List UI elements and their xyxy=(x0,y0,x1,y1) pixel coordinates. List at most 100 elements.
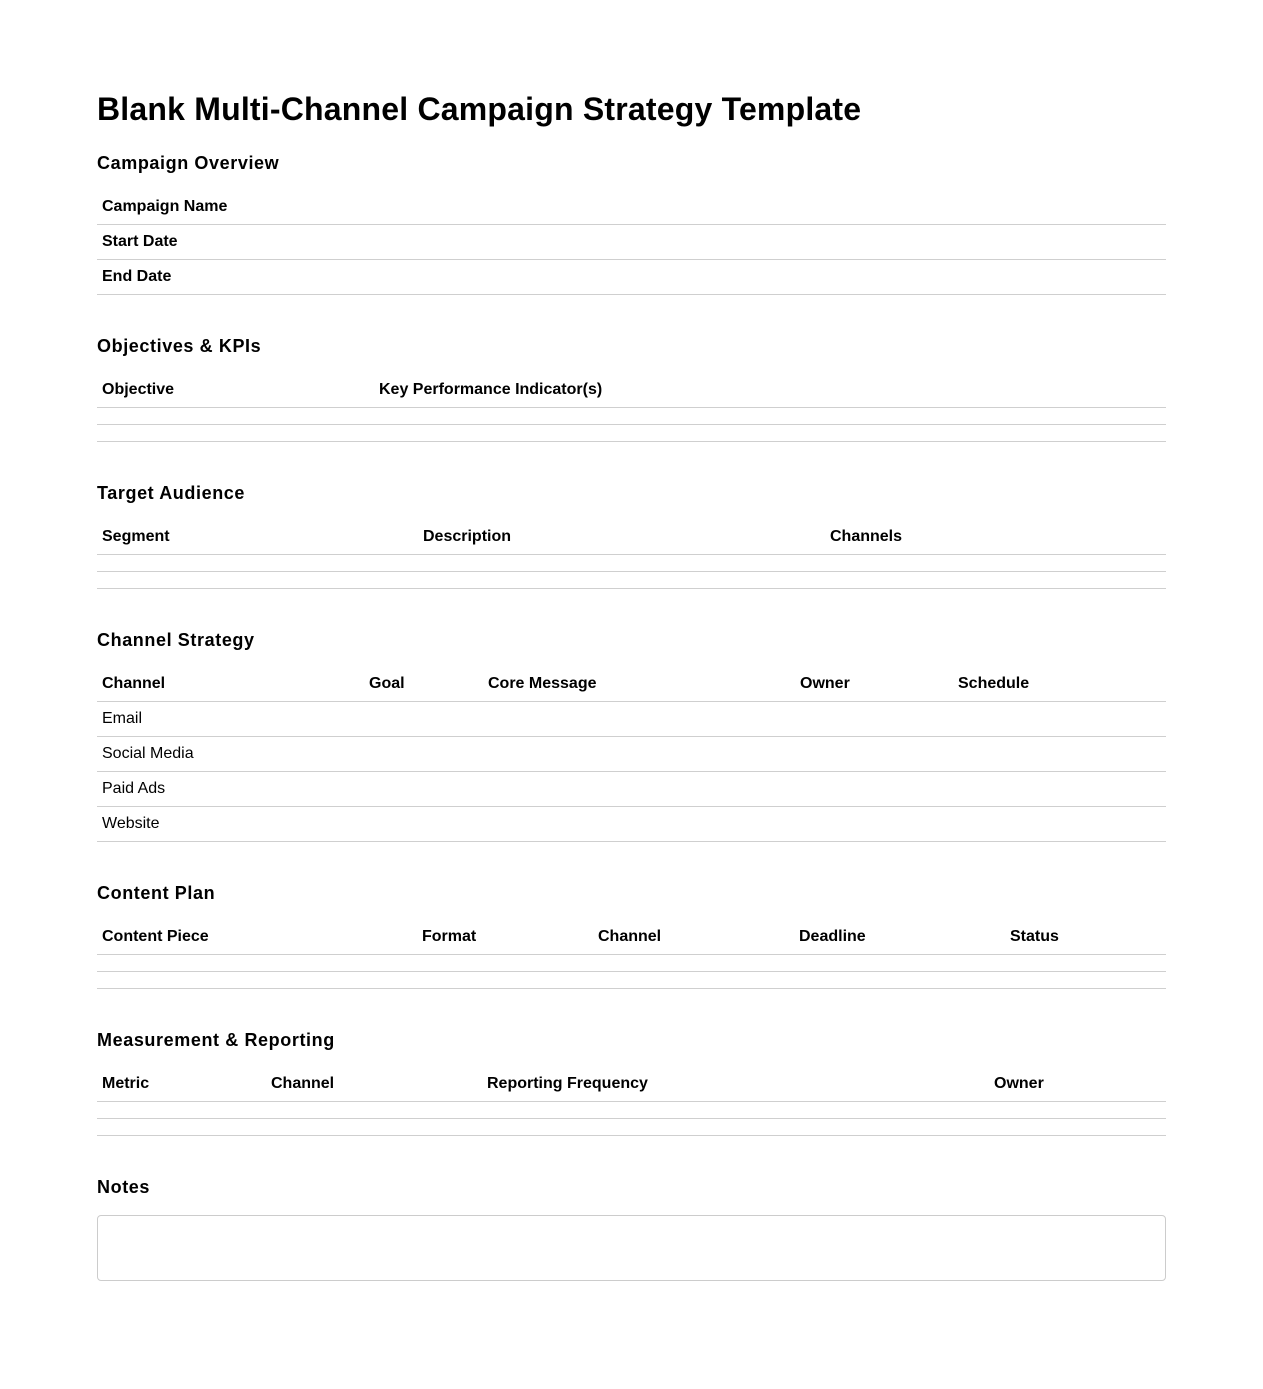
table-row xyxy=(97,1101,1166,1119)
table-cell[interactable] xyxy=(953,736,1166,772)
table-cell[interactable] xyxy=(364,701,483,737)
section-target-audience: Target Audience Segment Description Channel… xyxy=(97,481,1166,589)
section-table: Metric Channel Reporting Frequency Owner xyxy=(97,1067,1166,1136)
table-cell[interactable] xyxy=(593,954,794,972)
table-cell[interactable] xyxy=(825,554,1166,572)
table-cell[interactable] xyxy=(418,554,825,572)
section-heading: Notes xyxy=(97,1177,151,1197)
table-cell[interactable] xyxy=(795,736,953,772)
table-cell[interactable] xyxy=(97,1101,266,1119)
table-row: Start Date xyxy=(97,224,1166,260)
column-header: Goal xyxy=(364,667,483,702)
notes-section: Notes xyxy=(97,1175,1166,1281)
table-cell[interactable] xyxy=(483,806,795,842)
table-row xyxy=(97,424,1166,442)
section-heading: Measurement & Reporting xyxy=(97,1030,335,1050)
table-cell[interactable] xyxy=(825,571,1166,589)
table-cell[interactable] xyxy=(364,806,483,842)
table-cell[interactable] xyxy=(989,1101,1166,1119)
table-cell[interactable] xyxy=(794,954,1005,972)
table-row: Website xyxy=(97,806,1166,842)
table-cell[interactable] xyxy=(418,571,825,589)
table-cell[interactable] xyxy=(482,1101,989,1119)
table-cell[interactable] xyxy=(795,806,953,842)
section-campaign-overview: Campaign Overview Campaign Name Start Date… xyxy=(97,151,1166,295)
table-cell[interactable] xyxy=(97,554,418,572)
column-header: Status xyxy=(1005,920,1166,955)
table-cell[interactable] xyxy=(374,424,1166,442)
table-cell[interactable] xyxy=(97,571,418,589)
table-header-row: Channel Goal Core Message Owner Schedule xyxy=(97,667,1166,702)
table-cell[interactable] xyxy=(1005,971,1166,989)
column-header: Owner xyxy=(795,667,953,702)
section-heading: Content Plan xyxy=(97,883,216,903)
column-header: Format xyxy=(417,920,593,955)
section-heading: Channel Strategy xyxy=(97,630,255,650)
table-cell[interactable] xyxy=(97,424,374,442)
table-cell[interactable] xyxy=(374,407,1166,425)
table-row xyxy=(97,571,1166,589)
row-label: Start Date xyxy=(97,224,1166,260)
table-cell[interactable] xyxy=(795,771,953,807)
table-cell[interactable] xyxy=(989,1118,1166,1136)
table-cell[interactable] xyxy=(97,954,417,972)
table-cell[interactable] xyxy=(364,771,483,807)
table-cell[interactable] xyxy=(1005,954,1166,972)
table-row xyxy=(97,971,1166,989)
column-header: Core Message xyxy=(483,667,795,702)
column-header: Schedule xyxy=(953,667,1166,702)
table-cell[interactable] xyxy=(794,971,1005,989)
row-label: Campaign Name xyxy=(97,190,1166,225)
section-table: Campaign Name Start Date End Date xyxy=(97,190,1166,295)
column-header: Channel xyxy=(266,1067,482,1102)
table-cell[interactable] xyxy=(266,1101,482,1119)
table-cell[interactable] xyxy=(483,701,795,737)
table-cell[interactable] xyxy=(97,1118,266,1136)
table-row: End Date xyxy=(97,259,1166,295)
section-table: Channel Goal Core Message Owner Schedule Emai… xyxy=(97,667,1166,842)
page-title: Blank Multi-Channel Campaign Strategy Te… xyxy=(97,91,862,127)
table-cell[interactable] xyxy=(593,971,794,989)
table-header-row: Objective Key Performance Indicator(s) xyxy=(97,373,1166,408)
table-cell: Email xyxy=(97,701,364,737)
column-header: Segment xyxy=(97,520,418,555)
row-label: End Date xyxy=(97,259,1166,295)
column-header: Reporting Frequency xyxy=(482,1067,989,1102)
table-header-row: Segment Description Channels xyxy=(97,520,1166,555)
table-cell[interactable] xyxy=(266,1118,482,1136)
table-cell[interactable] xyxy=(795,701,953,737)
table-row xyxy=(97,407,1166,425)
table-row xyxy=(97,1118,1166,1136)
notes-textarea[interactable] xyxy=(97,1215,1166,1281)
table-cell[interactable] xyxy=(417,971,593,989)
table-row: Email xyxy=(97,701,1166,737)
column-header: Channel xyxy=(593,920,794,955)
table-cell[interactable] xyxy=(953,701,1166,737)
section-channel-strategy: Channel Strategy Channel Goal Core Message O… xyxy=(97,628,1166,842)
column-header: Content Piece xyxy=(97,920,417,955)
table-cell[interactable] xyxy=(953,771,1166,807)
table-cell[interactable] xyxy=(482,1118,989,1136)
section-table: Objective Key Performance Indicator(s) xyxy=(97,373,1166,442)
table-cell: Website xyxy=(97,806,364,842)
column-header: Channel xyxy=(97,667,364,702)
section-content-plan: Content Plan Content Piece Format Channel De… xyxy=(97,881,1166,989)
table-row: Campaign Name xyxy=(97,190,1166,225)
table-cell[interactable] xyxy=(417,954,593,972)
table-header-row: Content Piece Format Channel Deadline Status xyxy=(97,920,1166,955)
table-cell[interactable] xyxy=(97,407,374,425)
table-cell: Social Media xyxy=(97,736,364,772)
column-header: Metric xyxy=(97,1067,266,1102)
section-measurement-reporting: Measurement & Reporting Metric Channel Repo… xyxy=(97,1028,1166,1136)
table-cell[interactable] xyxy=(953,806,1166,842)
column-header: Description xyxy=(418,520,825,555)
table-cell[interactable] xyxy=(97,971,417,989)
table-cell[interactable] xyxy=(364,736,483,772)
section-heading: Objectives & KPIs xyxy=(97,336,262,356)
section-table: Content Piece Format Channel Deadline Status xyxy=(97,920,1166,989)
section-objectives-kpis: Objectives & KPIs Objective Key Performanc… xyxy=(97,334,1166,442)
table-cell: Paid Ads xyxy=(97,771,364,807)
table-cell[interactable] xyxy=(483,736,795,772)
section-heading: Campaign Overview xyxy=(97,153,280,173)
table-cell[interactable] xyxy=(483,771,795,807)
